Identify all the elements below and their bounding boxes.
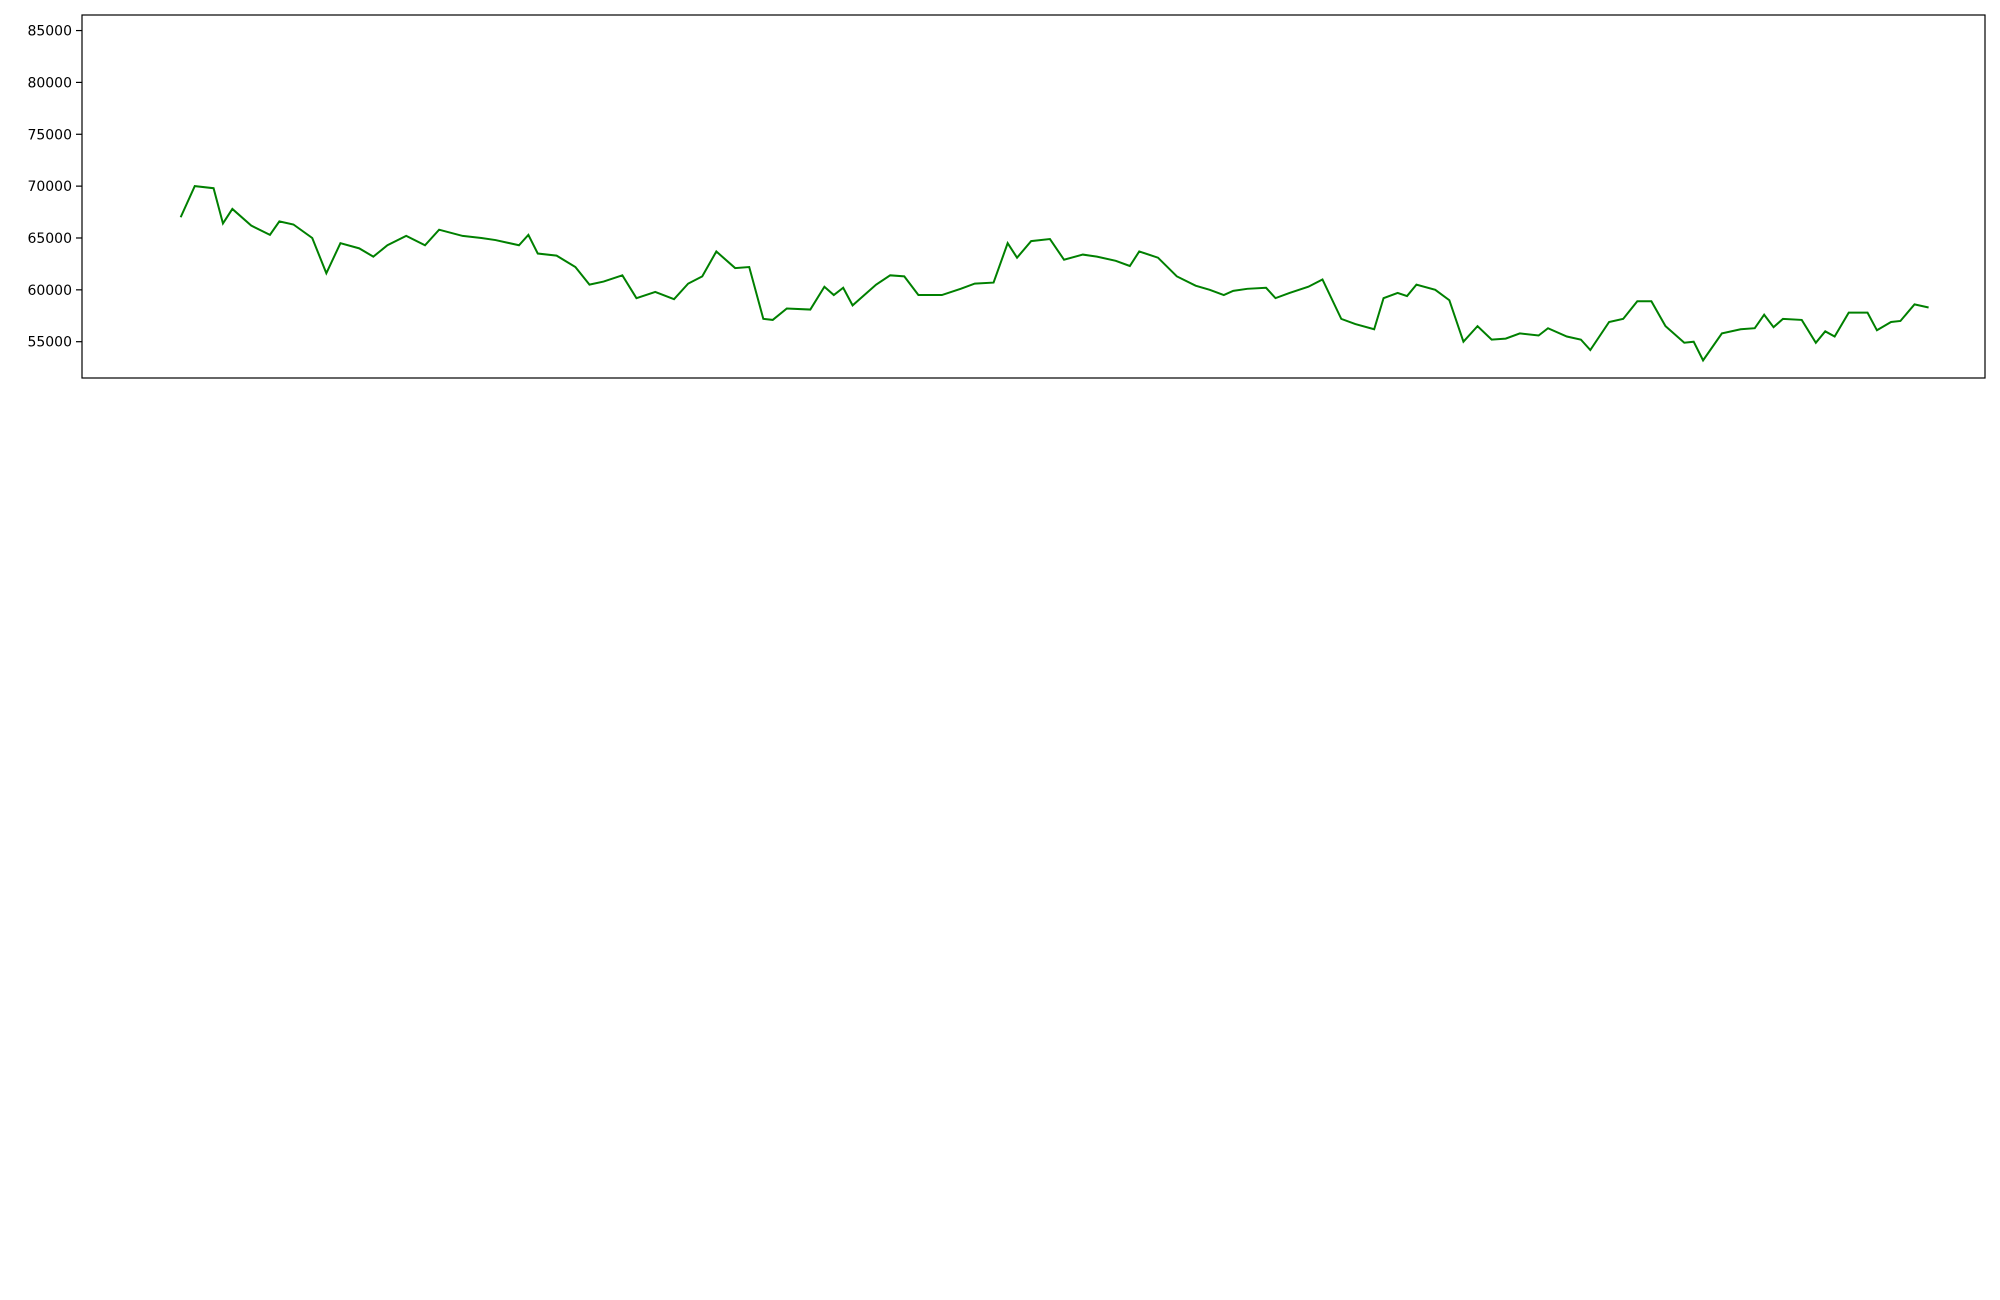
y-tick-label: 65000 (27, 231, 72, 247)
y-tick-label: 60000 (27, 283, 72, 299)
y-tick-label: 75000 (27, 127, 72, 143)
y-tick-label: 70000 (27, 179, 72, 195)
y-tick-label: 55000 (27, 335, 72, 351)
panel-price: 55000 60000 65000 70000 75000 80000 85000 (27, 14, 1986, 379)
y-tick-label: 80000 (27, 75, 72, 91)
y-tick-label: 85000 (27, 24, 72, 40)
series-line (179, 185, 1929, 363)
axes-frame (81, 14, 1986, 379)
